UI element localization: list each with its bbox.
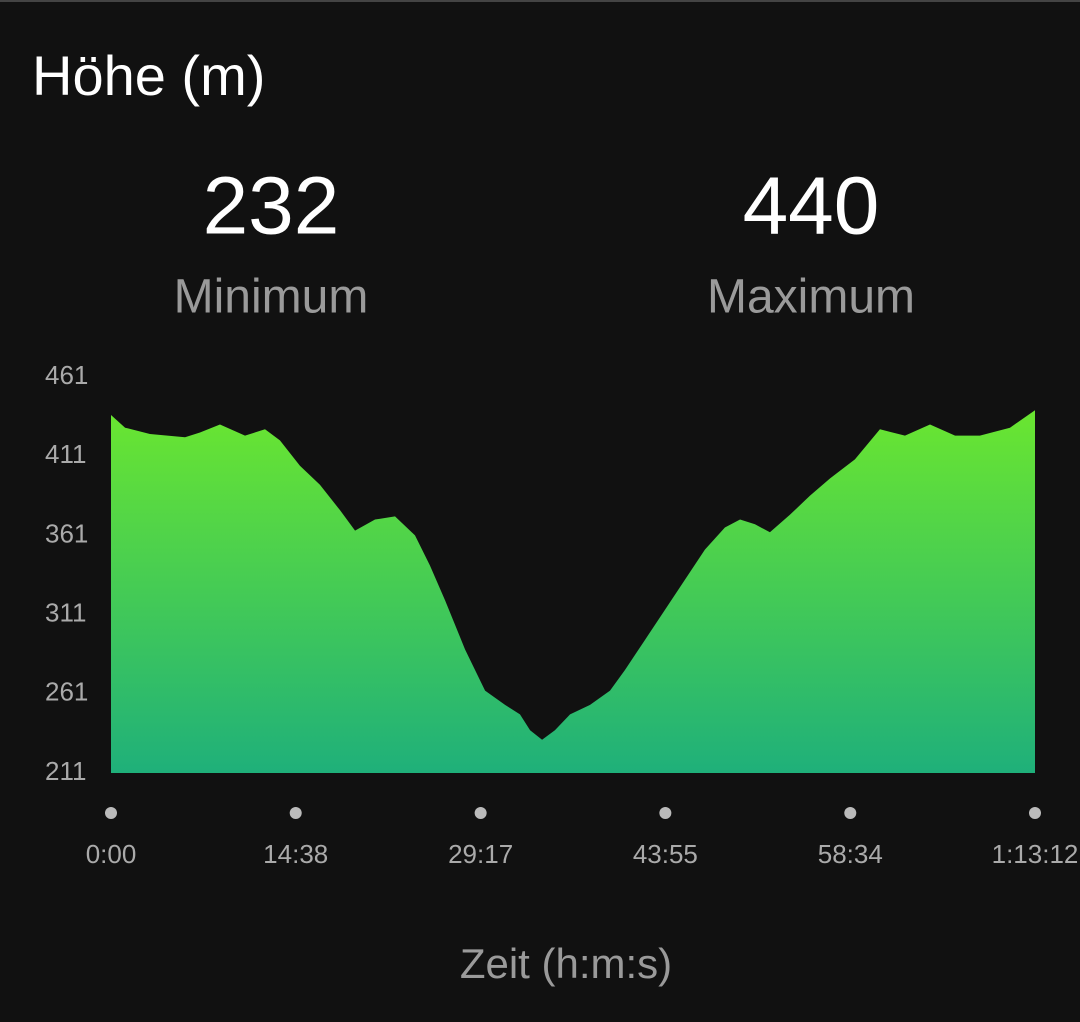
x-tick-label: 14:38 — [263, 839, 328, 869]
stat-label: Maximum — [707, 271, 915, 324]
x-tick-dot — [844, 807, 857, 819]
y-tick-label: 411 — [45, 439, 86, 469]
x-tick-label: 1:13:12 — [992, 839, 1079, 869]
x-tick-label: 58:34 — [818, 839, 883, 869]
y-tick-label: 261 — [45, 677, 88, 707]
stat-label: Minimum — [174, 271, 369, 324]
x-tick-label: 43:55 — [633, 839, 698, 869]
y-tick-label: 361 — [45, 518, 88, 548]
area — [111, 410, 1035, 773]
y-tick-label: 211 — [45, 756, 86, 786]
x-tick-dot — [659, 807, 672, 819]
x-tick-label: 0:00 — [86, 839, 137, 869]
y-tick-label: 461 — [45, 360, 88, 390]
chart-title: Höhe (m) — [32, 44, 265, 107]
x-tick-dot — [1029, 807, 1041, 819]
stat-value: 232 — [203, 161, 340, 252]
y-tick-label: 311 — [45, 597, 86, 627]
x-tick-dot — [474, 807, 487, 819]
x-tick-dot — [289, 807, 302, 819]
x-tick-label: 29:17 — [448, 839, 513, 869]
x-tick-dot — [105, 807, 117, 819]
stat-value: 440 — [743, 161, 880, 252]
x-axis-title: Zeit (h:m:s) — [460, 940, 672, 987]
